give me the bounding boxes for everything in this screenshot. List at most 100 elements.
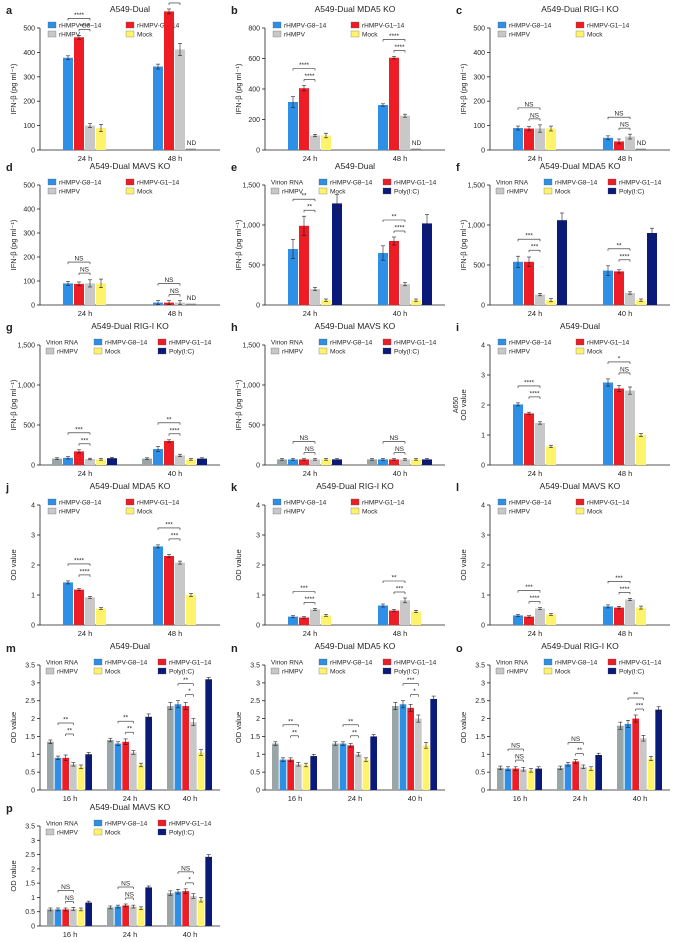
bar [295, 764, 302, 790]
legend-swatch [272, 21, 282, 29]
sig-label: NS [170, 288, 180, 295]
bar [74, 589, 84, 625]
legend-label: rHMPV-G8–14 [284, 500, 327, 507]
bar [603, 382, 613, 465]
bar [399, 704, 407, 790]
bar [272, 743, 279, 790]
panel-label: p [6, 803, 13, 815]
legend-swatch [497, 21, 507, 29]
sig-label: ** [292, 729, 298, 736]
x-tick-label: 24 h [78, 309, 93, 318]
bar [400, 459, 410, 465]
y-tick-label: 3 [31, 680, 35, 687]
chart-title: A549-Dual RIG-I KO [541, 4, 619, 14]
legend-swatch [382, 658, 392, 666]
y-tick-label: 2 [481, 403, 485, 410]
chart-title: A549-Dual MAVS KO [540, 481, 621, 491]
legend-swatch [93, 338, 103, 346]
y-tick-label: 300 [23, 74, 35, 81]
legend-swatch [497, 347, 507, 355]
x-tick-label: 24 h [78, 154, 93, 163]
bar [587, 768, 595, 790]
y-tick-label: 2.5 [25, 852, 35, 859]
bar [310, 459, 320, 465]
legend: Virion RNA rHMPV-G8–14 rHMPV-G1–14 rHMPV Moc… [45, 658, 212, 676]
bar [197, 458, 207, 465]
y-tick-label: 1 [481, 593, 485, 600]
bar [174, 704, 182, 790]
bar [339, 743, 347, 790]
bar [288, 249, 298, 305]
legend-swatch [575, 30, 585, 38]
legend-swatch [93, 347, 103, 355]
legend-swatch [125, 187, 135, 195]
y-axis-label: OD value [459, 389, 468, 420]
x-tick-label: 48 h [168, 629, 183, 638]
x-tick-label: 24 h [528, 469, 543, 478]
bar [70, 908, 77, 926]
x-tick-label: 40 h [183, 794, 198, 803]
bar [389, 459, 399, 465]
bar [546, 446, 556, 465]
bar [310, 135, 320, 150]
y-tick-label: 3 [31, 838, 35, 845]
sig-label: ** [307, 204, 313, 211]
legend-swatch [607, 187, 617, 195]
bar [175, 455, 185, 465]
x-tick-label: 24 h [78, 469, 93, 478]
sig-label: NS [511, 743, 521, 750]
sig-label: ** [183, 677, 189, 684]
x-tick-label: 48 h [168, 309, 183, 318]
sig-label: *** [171, 0, 179, 3]
y-tick-label: 3 [31, 533, 35, 540]
bar [167, 893, 174, 926]
panel-p: p A549-Dual MAVS KO 0 0.5 1 1.5 2 2.5 3 3.5 OD val… [6, 802, 220, 939]
sig-label: **** [619, 253, 630, 260]
x-tick-label: 24 h [528, 309, 543, 318]
panel-o: o A549-Dual RIG-I KO 0 0.5 1 1.5 2 2.5 3 3.5 OD va… [456, 641, 670, 803]
bar [122, 905, 129, 926]
y-tick-label: 2 [256, 563, 260, 570]
bar [422, 459, 432, 465]
y-tick-label: 2.5 [250, 698, 260, 705]
y-tick-label: 3.5 [25, 663, 35, 670]
legend-label: rHMPV-G8–14 [105, 340, 148, 347]
y-tick-label: 3 [256, 533, 260, 540]
bar [130, 752, 137, 790]
chart-title: A549-Dual MAVS KO [90, 802, 171, 812]
legend: rHMPV-G8–14 rHMPV-G1–14 rHMPV Mock [497, 21, 630, 39]
y-tick-label: 1.5 [475, 734, 485, 741]
x-tick-label: 16 h [63, 930, 78, 939]
bar [182, 891, 189, 926]
bar [153, 449, 163, 465]
bar [524, 616, 534, 625]
bar [96, 128, 106, 150]
legend-label: Mock [587, 509, 603, 516]
bar [636, 435, 646, 465]
sig-label: NS [181, 865, 191, 872]
y-axis-label: IFN-β (pg ml⁻¹) [9, 219, 18, 270]
legend: Virion RNA rHMPV-G8–14 rHMPV-G1–14 rHMPV Moc… [270, 338, 437, 356]
legend-swatch [497, 498, 507, 506]
bar [145, 716, 152, 790]
sig-label: NS [125, 892, 135, 899]
y-tick-label: 2.5 [25, 698, 35, 705]
legend-label: rHMPV-G1–14 [137, 180, 180, 187]
legend-swatch [575, 498, 585, 506]
chart-title: A549-Dual RIG-I KO [91, 321, 169, 331]
y-tick-label: 0 [31, 148, 35, 155]
y-tick-label: 0 [256, 463, 260, 470]
y-tick-label: 3.5 [475, 663, 485, 670]
legend-label: Mock [105, 349, 121, 356]
bar [535, 128, 545, 150]
legend-swatch [543, 178, 553, 186]
y-tick-label: 2 [31, 716, 35, 723]
legend-swatch [157, 658, 167, 666]
sig-label: *** [171, 532, 179, 539]
y-tick-label: 0 [256, 303, 260, 310]
nd-label: ND [412, 140, 422, 147]
bar [614, 607, 624, 625]
legend-swatch [157, 828, 167, 836]
x-tick-label: 24 h [303, 154, 318, 163]
legend-swatch [125, 178, 135, 186]
